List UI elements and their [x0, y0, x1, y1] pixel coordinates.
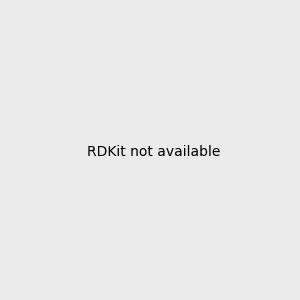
- Text: RDKit not available: RDKit not available: [87, 145, 220, 158]
